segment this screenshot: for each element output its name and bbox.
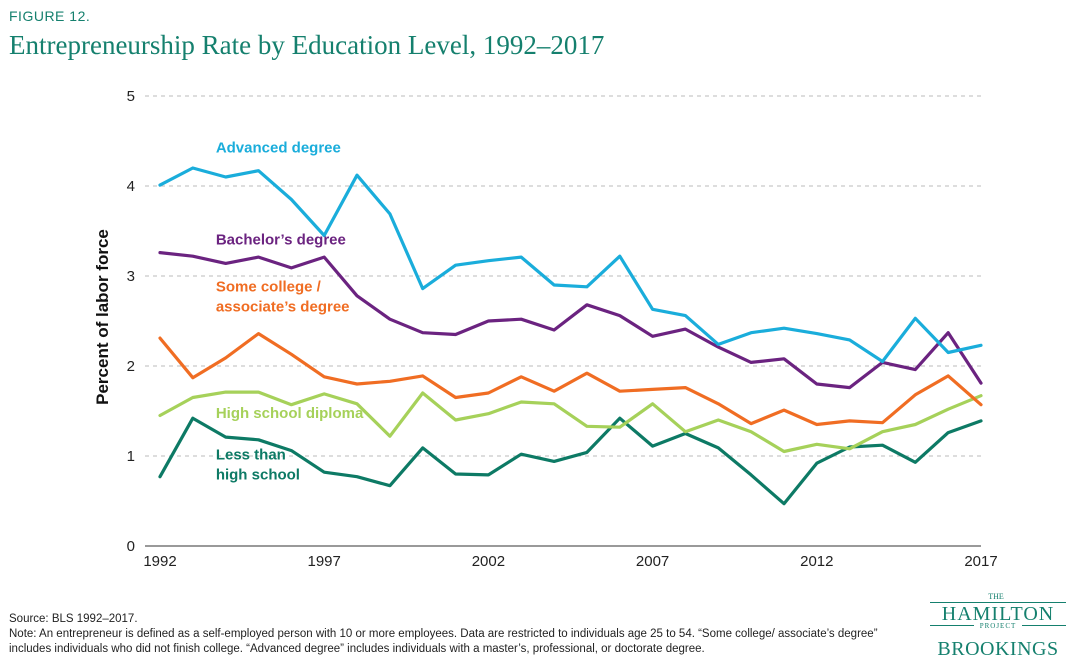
- figure-label: FIGURE 12.: [9, 8, 91, 24]
- y-tick-labels: 0 1 2 3 4 5: [127, 88, 135, 555]
- logo-hamilton: HAMILTON: [942, 603, 1054, 625]
- series-label-less_than_hs: Less than high school: [216, 447, 300, 484]
- series-label-bachelors: Bachelor’s degree: [216, 232, 346, 249]
- logo-project: PROJECT: [980, 622, 1017, 630]
- series-line-some_college: [158, 332, 983, 427]
- y-tick-label: 1: [127, 448, 135, 465]
- x-tick-label: 1992: [143, 553, 176, 570]
- x-tick-label: 2002: [472, 553, 505, 570]
- series-line-high_school: [158, 390, 983, 454]
- logo-the: THE: [988, 592, 1004, 601]
- y-axis-label: Percent of labor force: [93, 229, 112, 405]
- footnote: Note: An entrepreneur is defined as a se…: [9, 628, 878, 655]
- source-note: Source: BLS 1992–2017.: [9, 613, 138, 625]
- y-tick-label: 5: [127, 88, 135, 105]
- y-tick-label: 3: [127, 268, 135, 285]
- x-tick-label: 1997: [308, 553, 341, 570]
- chart-title: Entrepreneurship Rate by Education Level…: [9, 30, 605, 60]
- series-label-high_school: High school diploma: [216, 405, 364, 422]
- grid-lines: [145, 95, 981, 547]
- x-tick-label: 2012: [800, 553, 833, 570]
- series-line-advanced: [158, 166, 983, 364]
- hamilton-brookings-logo: THE HAMILTON PROJECT BROOKINGS: [930, 592, 1066, 660]
- series-line-less_than_hs: [158, 416, 983, 506]
- series-label-some_college: Some college / associate’s degree: [216, 278, 350, 315]
- logo-brookings: BROOKINGS: [937, 638, 1058, 660]
- y-tick-label: 4: [127, 178, 135, 195]
- series-label-advanced: Advanced degree: [216, 140, 341, 157]
- series-lines: [158, 166, 983, 506]
- y-tick-label: 2: [127, 358, 135, 375]
- line-chart: 0 1 2 3 4 5 1992 1997 2002 2007 2012 2017 Percent …: [93, 88, 998, 570]
- x-tick-label: 2007: [636, 553, 669, 570]
- x-tick-labels: 1992 1997 2002 2007 2012 2017: [143, 553, 997, 570]
- y-tick-label: 0: [127, 538, 135, 555]
- series-line-bachelors: [158, 251, 983, 390]
- x-tick-label: 2017: [964, 553, 997, 570]
- series-labels: Advanced degree Bachelor’s degree Some col…: [216, 140, 364, 484]
